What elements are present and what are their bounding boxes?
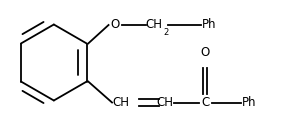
- Text: O: O: [200, 46, 210, 59]
- Text: CH: CH: [146, 18, 163, 32]
- Text: O: O: [110, 18, 120, 32]
- Text: Ph: Ph: [202, 18, 217, 32]
- Text: Ph: Ph: [242, 96, 256, 109]
- Text: CH: CH: [112, 96, 129, 109]
- Text: CH: CH: [156, 96, 173, 109]
- Text: C: C: [201, 96, 209, 109]
- Text: 2: 2: [163, 28, 168, 37]
